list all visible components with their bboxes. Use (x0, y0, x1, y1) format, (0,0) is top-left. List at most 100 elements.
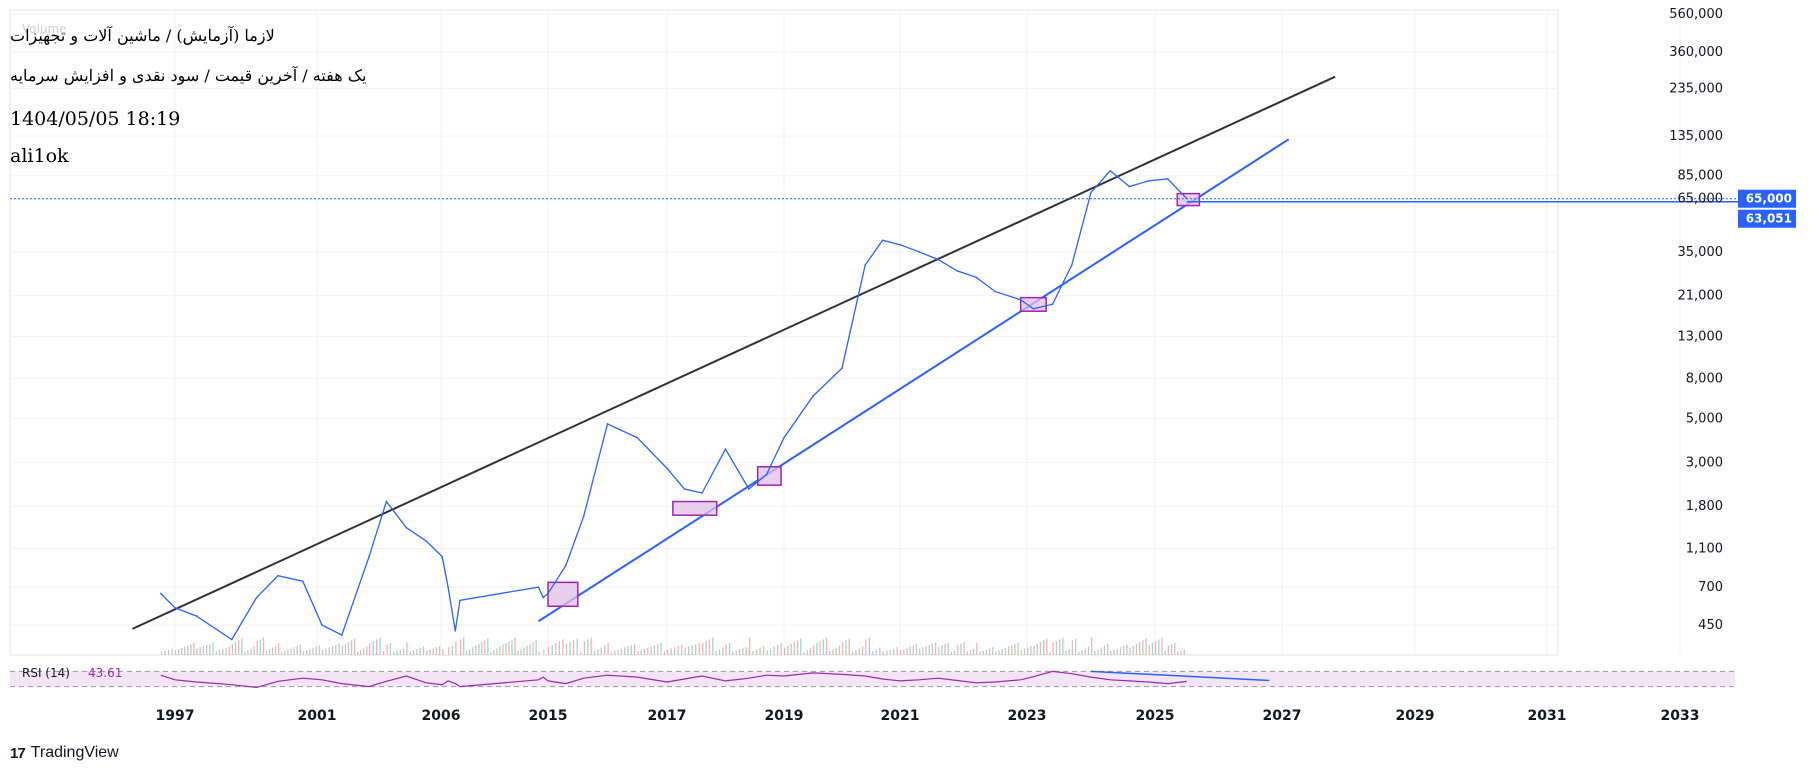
volume-bar (1020, 649, 1022, 655)
volume-bar (555, 643, 557, 655)
price-axis[interactable]: 560,000 360,000 235,000 135,000 85,000 65,000… (1669, 7, 1723, 633)
volume-bar (234, 642, 237, 655)
price-point (547, 592, 549, 595)
volume-bar (569, 642, 571, 655)
volume-bar (909, 646, 911, 655)
y-tick-label: 450 (1698, 618, 1723, 633)
price-point (582, 515, 585, 518)
volume-bar (600, 647, 602, 655)
secondary-price-value: 63,051 (1746, 212, 1792, 226)
volume-bar (241, 638, 243, 655)
volume-bar (253, 646, 255, 655)
volume-bar (312, 647, 314, 655)
price-point (937, 258, 939, 261)
volume-bar (590, 637, 592, 655)
y-tick-label: 1,800 (1686, 499, 1723, 514)
volume-bar (1107, 643, 1109, 655)
volume-bar (1030, 646, 1032, 655)
volume-bar (667, 649, 669, 655)
volume-bar (748, 637, 751, 655)
volume-bar (633, 643, 636, 655)
volume-bar (331, 646, 334, 655)
volume-bar (215, 651, 217, 655)
volume-bar (1036, 643, 1038, 655)
volume-bar (1081, 650, 1083, 655)
volume-bar (1097, 649, 1099, 655)
volume-bar (565, 643, 568, 655)
volume-bar (1103, 645, 1106, 655)
volume-bar (338, 643, 340, 655)
volume-bar (1049, 652, 1051, 655)
volume-bar (315, 646, 317, 655)
volume-bar (511, 639, 513, 655)
volume-bar (643, 649, 646, 655)
volume-bar (499, 646, 501, 655)
volume-bar (627, 646, 629, 655)
volume-bar (341, 645, 344, 655)
volume-bar (293, 647, 295, 655)
volume-bar (580, 652, 582, 655)
volume-bar (277, 643, 280, 655)
price-point (425, 540, 427, 542)
x-tick-label: 2031 (1528, 708, 1567, 724)
time-axis[interactable]: 1997 2001 2006 2015 2017 2019 2021 2023 2025 2027… (156, 708, 1700, 724)
volume-bar (218, 650, 221, 655)
price-point (683, 488, 686, 490)
volume-bar (1046, 638, 1048, 655)
volume-bar (842, 642, 844, 655)
volume-bar (448, 647, 450, 655)
volume-bar (1039, 642, 1042, 655)
volume-bar (520, 649, 522, 655)
volume-bar (861, 646, 864, 655)
volume-bar (517, 651, 519, 655)
volume-bar (829, 651, 831, 655)
volume-bar (985, 649, 988, 655)
volume-bar (1033, 645, 1035, 655)
price-point (881, 239, 884, 242)
volume-bar (732, 652, 734, 655)
volume-bar (466, 651, 468, 655)
volume-bar (535, 640, 537, 655)
y-tick-label: 360,000 (1669, 45, 1723, 60)
volume-bar (776, 644, 779, 655)
volume-bar (228, 646, 230, 655)
volume-bar (822, 639, 824, 655)
volume-bar (780, 643, 782, 655)
last-price-tags: 65,000 63,051 (1738, 189, 1796, 228)
highlight-box (1176, 192, 1201, 207)
volume-bar (321, 649, 324, 655)
volume-bar (171, 648, 173, 655)
price-point (841, 367, 843, 370)
volume-bar (438, 646, 441, 655)
volume-bar (379, 637, 381, 655)
volume-bar (953, 650, 956, 655)
volume-bar (1087, 646, 1090, 655)
volume-bar (265, 651, 268, 655)
volume-bars (160, 637, 1185, 655)
volume-bar (1007, 646, 1010, 655)
volume-bar (915, 644, 918, 655)
price-point (918, 250, 920, 253)
volume-bar (386, 644, 388, 655)
volume-bar (882, 652, 884, 655)
upper-trendline (131, 75, 1336, 630)
volume-bar (1158, 639, 1160, 655)
volume-bar (184, 646, 186, 655)
volume-bar (1119, 647, 1122, 655)
tradingview-footer[interactable]: 17 TradingView (10, 744, 119, 762)
y-tick-label: 8,000 (1686, 371, 1723, 386)
volume-bar (532, 642, 534, 655)
chart-subtitle: یک هفته / آخرین قیمت / سود نقدی و افزایش… (10, 66, 367, 85)
rsi-label: RSI (14) (22, 666, 70, 680)
volume-bar (773, 646, 775, 655)
volume-bar (640, 650, 642, 655)
volume-bar (848, 638, 850, 655)
last-price-tag (1738, 189, 1796, 208)
x-tick-label: 2027 (1263, 708, 1302, 724)
volume-bar (222, 649, 224, 655)
price-point (341, 634, 343, 636)
volume-bar (1129, 647, 1131, 655)
volume-bar (1071, 640, 1074, 655)
volume-bar (957, 644, 959, 655)
